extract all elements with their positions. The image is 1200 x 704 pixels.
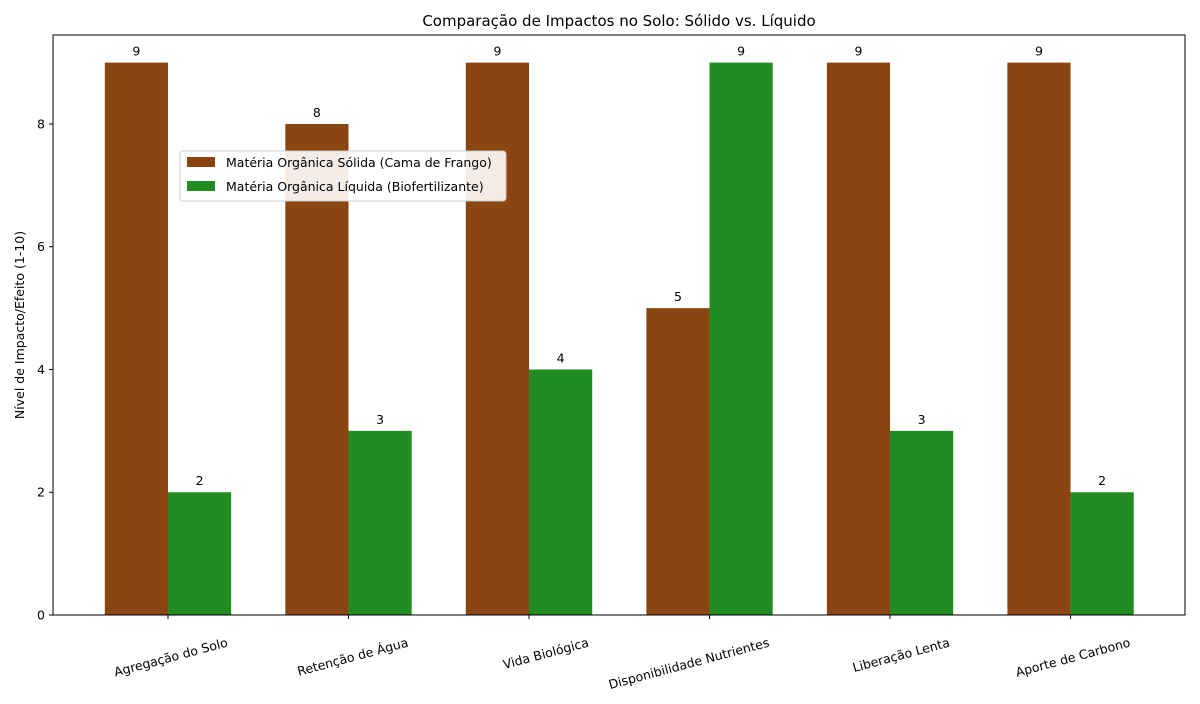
data-label: 4 xyxy=(557,350,565,365)
data-label: 9 xyxy=(854,44,862,59)
data-label: 8 xyxy=(313,105,321,120)
x-tick-label: Liberação Lenta xyxy=(851,635,951,675)
data-labels-group: 9 8 9 5 9 9 2 3 4 9 3 2 xyxy=(132,44,1106,489)
data-label: 9 xyxy=(737,44,745,59)
x-tick-label: Aporte de Carbono xyxy=(1014,635,1132,680)
plot-frame xyxy=(52,34,1186,616)
bar-solid xyxy=(465,62,530,616)
y-tick-label: 0 xyxy=(37,608,45,623)
bar-liquid xyxy=(1070,492,1134,615)
bar-liquid xyxy=(890,430,954,615)
legend-swatch-liquid xyxy=(187,181,215,191)
bar-solid xyxy=(104,62,168,616)
bar-liquid xyxy=(529,369,593,615)
x-tick-label: Disponibilidade Nutrientes xyxy=(607,635,771,692)
bar-liquid xyxy=(709,62,773,616)
bars-group xyxy=(104,62,1134,616)
bar-solid xyxy=(285,123,349,616)
x-tick-label: Vida Biológica xyxy=(501,635,590,672)
data-label: 2 xyxy=(196,473,204,488)
x-tick-label: Agregação do Solo xyxy=(112,635,229,680)
y-tick-label: 6 xyxy=(37,239,45,254)
data-label: 3 xyxy=(376,412,384,427)
legend: Matéria Orgânica Sólida (Cama de Frango)… xyxy=(179,150,507,202)
y-tick-label: 4 xyxy=(37,362,45,377)
x-tick-label: Retenção de Água xyxy=(296,635,410,679)
legend-label-solid: Matéria Orgânica Sólida (Cama de Frango) xyxy=(226,155,492,170)
bar-liquid xyxy=(167,492,232,615)
bar-solid xyxy=(826,62,891,616)
data-label: 5 xyxy=(674,289,682,304)
data-label: 9 xyxy=(132,44,140,59)
y-tick-label: 8 xyxy=(37,116,45,131)
chart-title: Comparação de Impactos no Solo: Sólido v… xyxy=(422,12,815,30)
bar-liquid xyxy=(348,430,412,615)
y-tick-label: 2 xyxy=(37,485,45,500)
data-label: 3 xyxy=(918,412,926,427)
data-label: 2 xyxy=(1098,473,1106,488)
legend-swatch-solid xyxy=(187,157,215,167)
bar-solid xyxy=(1007,62,1071,616)
legend-label-liquid: Matéria Orgânica Líquida (Biofertilizant… xyxy=(226,179,484,194)
data-label: 9 xyxy=(1035,44,1043,59)
bar-solid xyxy=(646,308,710,615)
data-label: 9 xyxy=(493,44,501,59)
y-axis-label: Nível de Impacto/Efeito (1-10) xyxy=(12,231,27,419)
legend-frame xyxy=(179,150,507,202)
